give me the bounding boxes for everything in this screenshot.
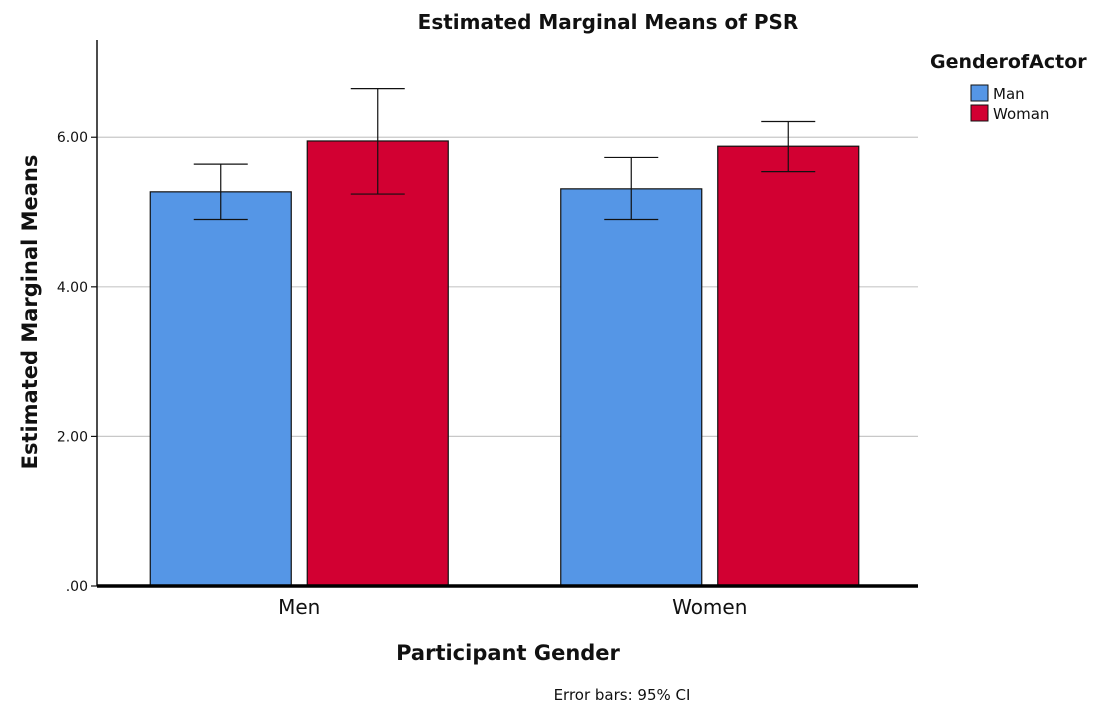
y-tick-label: 4.00 [57, 280, 88, 296]
bar-man-men [149, 191, 292, 587]
y-axis-title: Estimated Marginal Means [18, 155, 42, 470]
bar-man-women [560, 188, 703, 587]
error-bars-group [193, 88, 816, 221]
chart-title: Estimated Marginal Means of PSR [418, 10, 799, 34]
x-axis-title: Participant Gender [396, 641, 620, 665]
legend: GenderofActor Man Woman [930, 51, 1087, 123]
y-tick-label: 6.00 [57, 130, 88, 146]
legend-swatch-man [970, 84, 989, 102]
y-tick-label: 2.00 [57, 429, 88, 445]
x-categories: Men Women [278, 595, 747, 619]
footnote: Error bars: 95% CI [554, 686, 691, 704]
legend-items: Man Woman [970, 84, 1049, 123]
legend-swatch-woman [970, 104, 989, 122]
x-category-label: Women [672, 595, 747, 619]
y-tick-label: .00 [66, 579, 88, 595]
legend-label-man: Man [993, 85, 1025, 103]
y-ticks: .00 2.00 4.00 6.00 [57, 130, 97, 595]
legend-title: GenderofActor [930, 51, 1087, 73]
bar-woman-women [717, 145, 860, 587]
bars-group [149, 140, 860, 587]
x-category-label: Men [278, 595, 320, 619]
legend-label-woman: Woman [993, 105, 1049, 123]
bar-woman-men [306, 140, 449, 587]
